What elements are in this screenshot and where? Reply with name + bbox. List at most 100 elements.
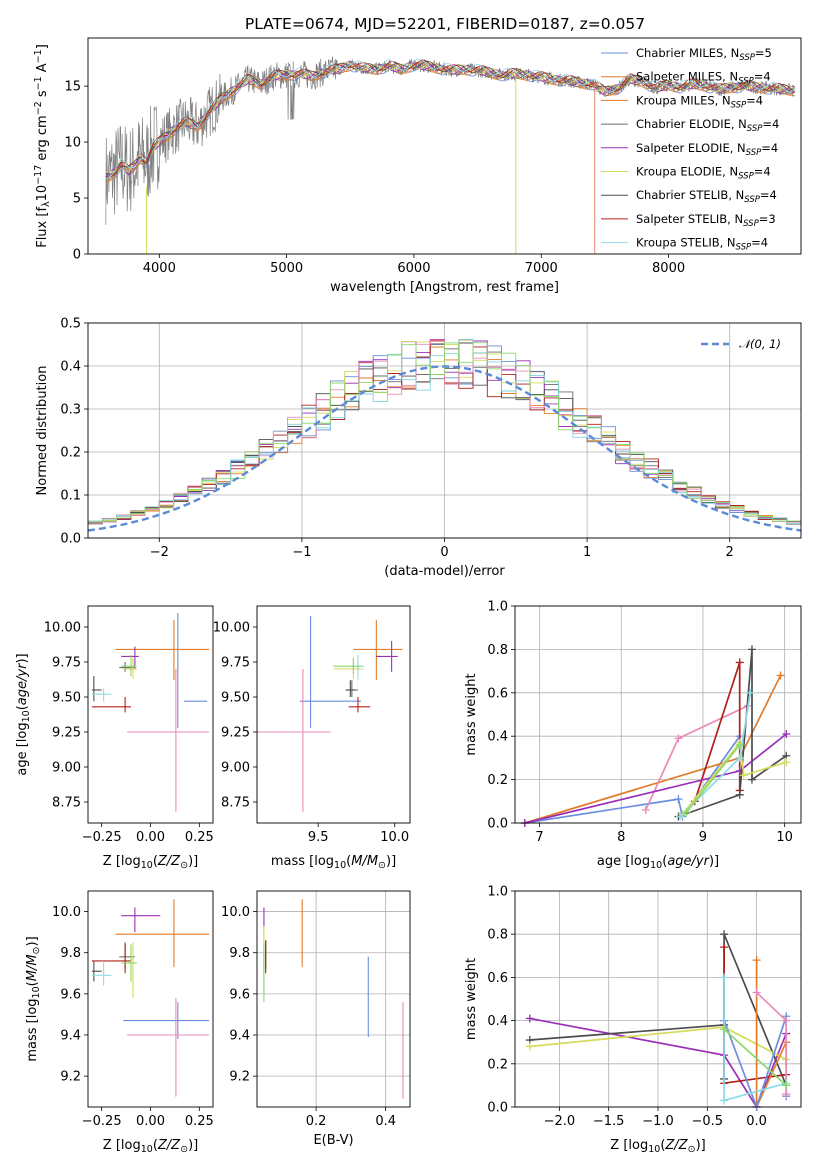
legend-subscript: SSP [747, 124, 763, 134]
massweight-marker [676, 812, 685, 821]
y-tick-label: 0.1 [60, 489, 81, 504]
y-tick-label: 8.75 [52, 796, 81, 811]
residual-histogram-panel: −2 −1 0 1 2 0.0 0.1 0.2 0.3 0.4 0.5 (data-model)/er… [35, 317, 802, 579]
residual-histogram-step [88, 342, 801, 523]
x-tick-label: −1.0 [642, 1114, 674, 1129]
x-tick-label: −1.5 [593, 1114, 625, 1129]
label-part: )] [696, 1138, 706, 1153]
spectrum-panel: 4000 5000 6000 7000 8000 0 5 10 15 wavelength [An… [33, 37, 802, 295]
label-part: age/yr [15, 662, 30, 705]
massweight-marker [746, 688, 755, 697]
label-part: −1 [33, 76, 44, 90]
axes-frame [87, 890, 214, 1108]
legend-value: =4 [746, 93, 763, 107]
x-tick-label: −1 [292, 545, 311, 560]
massweight-marker [525, 1042, 534, 1051]
label-part: )] [188, 854, 198, 869]
label-part: −2 [33, 101, 44, 115]
label-part: mass [log [271, 854, 334, 869]
axes-frame [514, 605, 802, 824]
massweight-marker [720, 943, 729, 952]
label-part: 10 [35, 185, 50, 202]
x-tick-label: 7000 [525, 261, 558, 276]
label-part: ⊙ [180, 1144, 188, 1155]
x-tick-label: 0.4 [375, 1114, 396, 1129]
massweight-marker [641, 805, 650, 814]
label-part: ( [25, 981, 40, 986]
label-part: age [log [15, 722, 30, 775]
y-axis-label: Normed distribution [35, 366, 50, 496]
y-tick-label: 10.00 [213, 621, 250, 636]
mass-vs-ebv-panel: 0.2 0.4 9.2 9.4 9.6 9.8 10.0 E(B-V) [221, 890, 411, 1148]
legend-label: Kroupa MILES, NSSP=4 [636, 93, 763, 110]
axes-frame [514, 890, 802, 1108]
label-part: 10 [650, 860, 662, 871]
label-part: erg cm [35, 115, 50, 164]
label-part: )] [25, 936, 40, 946]
massweight-marker [735, 753, 744, 762]
label-part: ( [662, 854, 667, 869]
legend-label: Salpeter MILES, NSSP=4 [636, 70, 771, 87]
massweight-marker [735, 658, 744, 667]
label-part: )] [386, 854, 396, 869]
label-part: −17 [33, 165, 44, 185]
massweight-marker [782, 1016, 791, 1025]
y-tick-label: 10.0 [52, 905, 81, 920]
y-tick-label: 0.8 [487, 928, 508, 943]
y-tick-label: 9.8 [229, 946, 250, 961]
label-part: 10 [648, 1144, 660, 1155]
axes-frame [256, 890, 411, 1108]
y-tick-label: 9.00 [52, 761, 81, 776]
legend-value: =4 [754, 70, 771, 84]
y-axis-label: Flux [fλ10−17 erg cm−2 s−1 A−1] [33, 44, 52, 248]
legend-label: Salpeter STELIB, NSSP=3 [636, 212, 776, 229]
massweight-marker [782, 1090, 791, 1099]
label-part: 10 [21, 710, 32, 722]
x-tick-label: 9 [699, 830, 707, 845]
model-spectrum-line [105, 58, 795, 180]
label-part: Z/Z [157, 1138, 181, 1153]
y-tick-label: 10 [64, 136, 81, 151]
x-axis-label: Z [log10(Z/Z⊙)] [610, 1138, 705, 1155]
legend-text: Kroupa ELODIE, N [636, 165, 738, 179]
legend-subscript: SSP [744, 195, 760, 205]
massweight-marker [674, 734, 683, 743]
y-tick-label: 15 [64, 80, 81, 95]
y-tick-label: 9.2 [60, 1070, 81, 1085]
label-part: M/M [25, 954, 40, 981]
y-tick-label: 0.2 [60, 446, 81, 461]
y-tick-label: 0.8 [487, 643, 508, 658]
massweight-marker [752, 988, 761, 997]
label-part: mass [log [25, 998, 40, 1061]
massweight-marker [739, 771, 748, 780]
legend-subscript: SSP [746, 148, 762, 158]
y-tick-label: 0.5 [60, 317, 81, 332]
x-tick-label: 0.2 [306, 1114, 327, 1129]
y-tick-label: 9.4 [60, 1029, 81, 1044]
age-vs-mass-panel: 9.5 10.0 8.75 9.00 9.25 9.50 9.75 10.00 mass [lo… [213, 605, 411, 871]
label-part: )] [709, 854, 719, 869]
label-part: Z [log [103, 854, 141, 869]
label-part: ( [660, 1138, 665, 1153]
massweight-vs-metallicity-panel: −2.0 −1.5 −1.0 −0.5 0.0 0.0 0.2 0.4 0.6 0.8 1.0 Z [… [464, 885, 802, 1155]
y-tick-label: 9.8 [60, 946, 81, 961]
label-part: −1 [33, 49, 44, 63]
y-tick-label: 9.75 [221, 656, 250, 671]
legend-value: =5 [755, 46, 772, 60]
legend-value: =4 [754, 165, 771, 179]
massweight-marker [776, 671, 785, 680]
legend-value: =4 [761, 141, 778, 155]
massweight-marker [720, 930, 729, 939]
legend-text: Salpeter MILES, N [636, 70, 738, 84]
legend-subscript: SSP [736, 243, 752, 253]
label-part: 10 [31, 986, 42, 998]
label-part: )] [188, 1138, 198, 1153]
massweight-line [723, 1028, 787, 1087]
axes-frame [87, 322, 802, 539]
label-part: M/M [351, 854, 378, 869]
label-part: Z/Z [664, 1138, 688, 1153]
label-part: ⊙ [180, 860, 188, 871]
y-tick-label: 9.25 [221, 726, 250, 741]
massweight-line [678, 649, 787, 818]
